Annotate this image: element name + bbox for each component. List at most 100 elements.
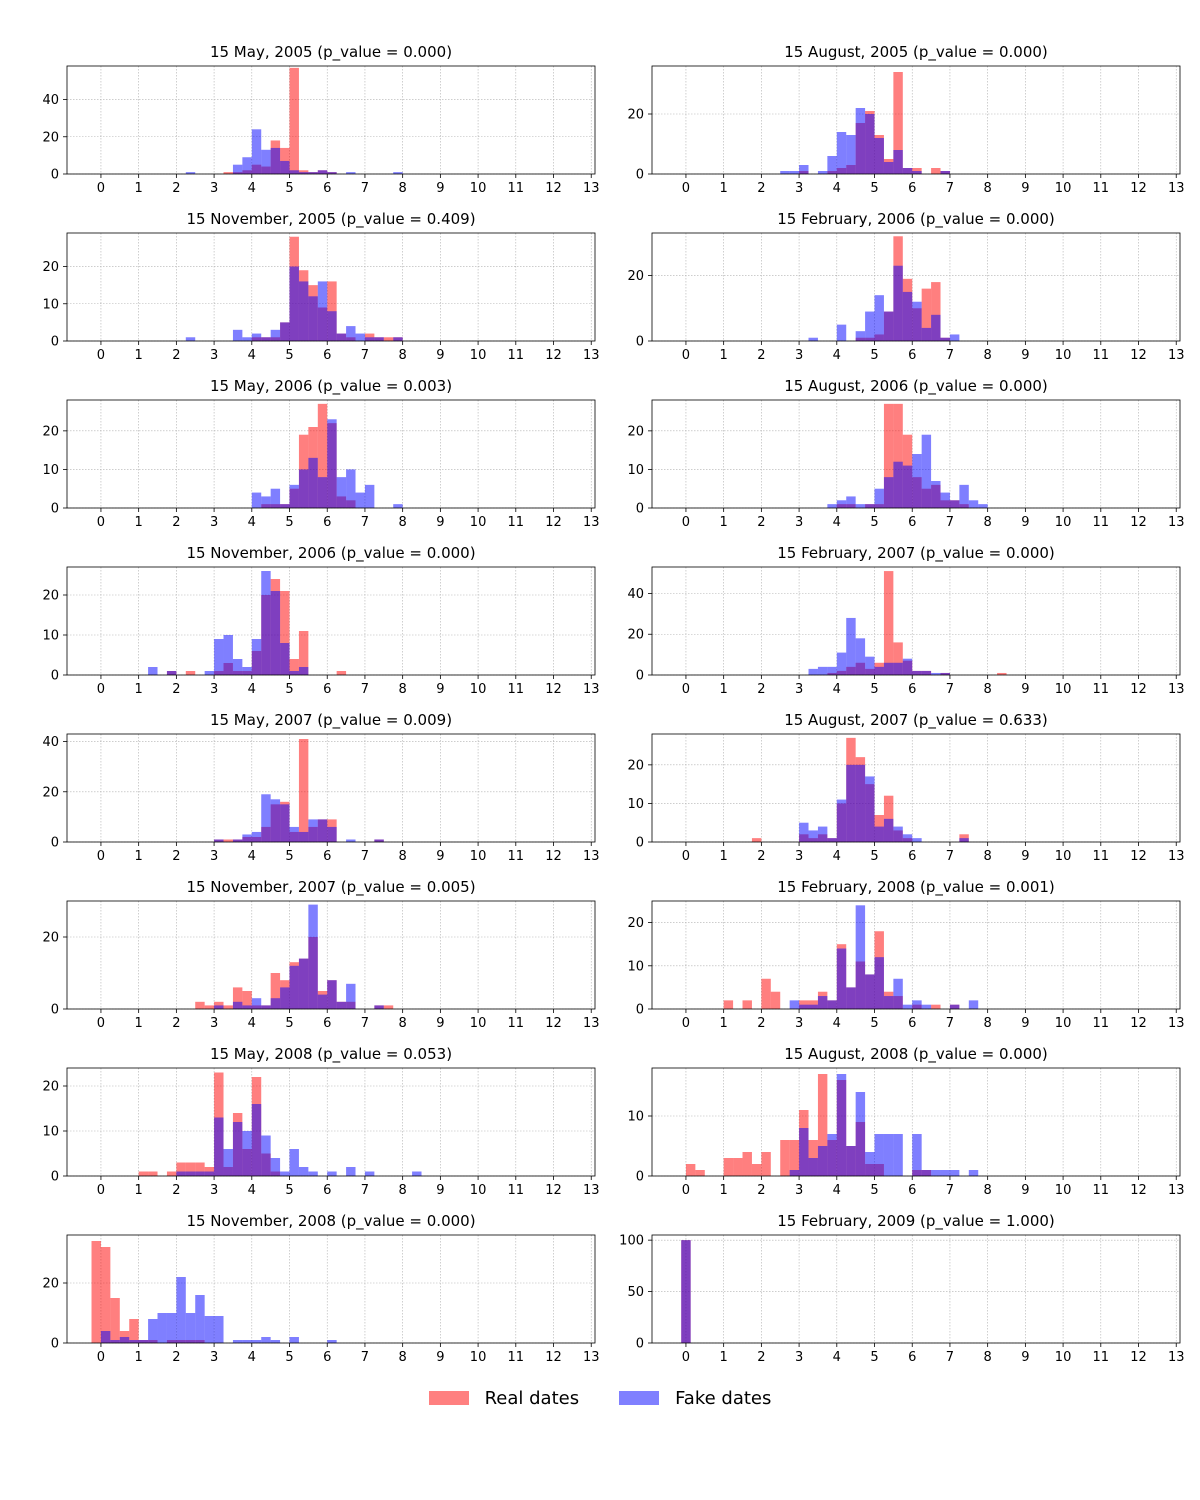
y-tick-label: 0 [51, 502, 59, 517]
fake-bar [912, 1134, 922, 1176]
y-tick-label: 20 [627, 108, 644, 123]
x-tick-label: 12 [545, 849, 562, 864]
x-tick-label: 4 [248, 1016, 256, 1031]
x-tick-label: 9 [436, 1183, 444, 1198]
axes-frame [651, 733, 1181, 843]
fake-bar [298, 667, 309, 675]
real-bar [931, 282, 941, 341]
x-tick-label: 4 [833, 849, 841, 864]
real-bar [997, 672, 1007, 675]
axes-frame [651, 232, 1181, 342]
real-bar [893, 72, 903, 174]
x-tick-label: 10 [470, 181, 487, 196]
fake-bar [912, 171, 922, 174]
fake-bar [176, 1277, 186, 1343]
fake-bar [940, 1170, 950, 1176]
x-tick-label: 8 [399, 181, 407, 196]
real-bar [723, 1158, 734, 1176]
x-tick-label: 12 [1130, 181, 1147, 196]
real-bar [289, 659, 299, 675]
x-tick-label: 4 [833, 515, 841, 530]
x-tick-label: 8 [984, 1016, 992, 1031]
x-tick-label: 6 [908, 1183, 916, 1198]
real-bar [166, 1171, 177, 1176]
x-tick-label: 3 [795, 849, 803, 864]
fake-bar [242, 1340, 252, 1343]
fake-bar [874, 666, 884, 675]
real-bar [780, 1140, 790, 1176]
fake-bar [232, 329, 243, 341]
x-tick-label: 5 [285, 348, 293, 363]
fake-bar [874, 488, 884, 508]
axes-frame [66, 1234, 596, 1344]
x-tick-label: 13 [583, 1183, 600, 1198]
fake-bar [874, 138, 884, 174]
fake-bar [836, 652, 847, 675]
fake-bar [836, 948, 847, 1009]
fake-bar [289, 1149, 299, 1176]
x-tick-label: 3 [795, 1350, 803, 1365]
real-bar [733, 1158, 743, 1176]
fake-bar [327, 980, 337, 1009]
fake-bar [808, 830, 818, 842]
x-tick-label: 13 [583, 682, 600, 697]
fake-bar [148, 1319, 158, 1343]
x-tick-label: 7 [946, 348, 954, 363]
x-tick-label: 0 [97, 1016, 105, 1031]
fake-bar [204, 1171, 215, 1176]
real-bar [270, 973, 281, 1009]
x-tick-label: 13 [1168, 1350, 1185, 1365]
x-tick-label: 7 [946, 1183, 954, 1198]
real-bar [223, 1005, 233, 1009]
fake-bar [317, 281, 328, 341]
fake-bar [232, 1340, 243, 1343]
fake-bar [261, 496, 271, 508]
fake-bar [251, 831, 262, 842]
x-tick-label: 11 [1093, 1350, 1110, 1365]
fake-bar [836, 132, 847, 174]
fake-bar [374, 1005, 384, 1009]
x-tick-label: 13 [1168, 515, 1185, 530]
fake-bar [355, 333, 365, 341]
fake-bar [280, 504, 290, 508]
fake-bar [308, 457, 318, 508]
real-bar [298, 631, 309, 675]
x-tick-label: 11 [508, 181, 525, 196]
fake-bar [921, 434, 932, 508]
x-tick-label: 7 [946, 682, 954, 697]
x-tick-label: 8 [984, 348, 992, 363]
y-tick-label: 50 [627, 1285, 644, 1300]
fake-bar [949, 1004, 960, 1009]
y-tick-label: 0 [51, 1003, 59, 1018]
x-tick-label: 13 [583, 1350, 600, 1365]
fake-bar [808, 1158, 818, 1176]
x-tick-label: 2 [757, 181, 765, 196]
fake-bar [855, 905, 866, 1009]
legend-swatch-real [428, 1391, 469, 1405]
x-tick-label: 10 [470, 1016, 487, 1031]
x-tick-label: 8 [399, 1183, 407, 1198]
x-tick-label: 1 [720, 849, 728, 864]
fake-bar [185, 1171, 196, 1176]
fake-bar [346, 469, 356, 508]
fake-bar [883, 662, 894, 675]
x-tick-label: 4 [248, 515, 256, 530]
fake-bar [883, 477, 894, 508]
fake-bar [364, 337, 375, 341]
x-tick-label: 11 [1093, 1183, 1110, 1198]
x-tick-label: 6 [323, 682, 331, 697]
fake-bar [270, 1158, 281, 1176]
fake-bar [931, 1170, 941, 1176]
x-tick-label: 0 [97, 1183, 105, 1198]
real-bar [148, 1171, 158, 1176]
fake-bar [270, 591, 281, 675]
x-tick-label: 4 [833, 181, 841, 196]
x-tick-label: 4 [248, 1183, 256, 1198]
x-tick-label: 0 [97, 348, 105, 363]
fake-bar [195, 1171, 205, 1176]
y-tick-label: 10 [627, 797, 644, 812]
x-tick-label: 7 [946, 1350, 954, 1365]
